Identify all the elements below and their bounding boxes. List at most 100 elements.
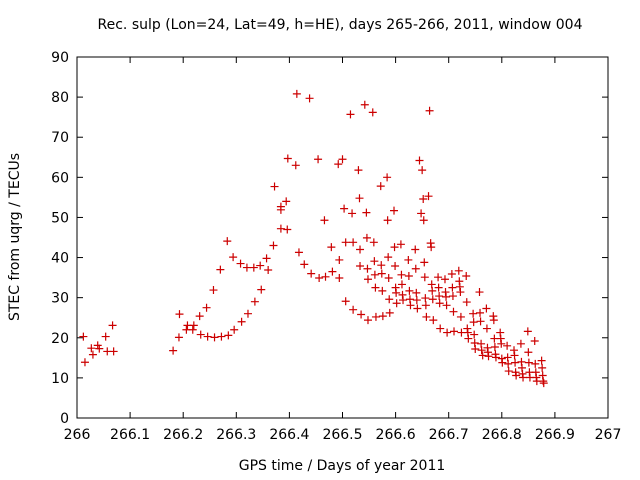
x-tick-label: 266.6 [376, 427, 416, 443]
data-point [229, 253, 238, 262]
data-point [538, 363, 547, 372]
data-point [447, 270, 456, 279]
data-point [469, 318, 478, 327]
data-point [270, 182, 279, 191]
data-point [425, 106, 434, 115]
data-point [320, 216, 329, 225]
y-tick-label: 70 [51, 130, 69, 146]
chart-title: Rec. sulp (Lon=24, Lat=49, h=HE), days 2… [98, 17, 583, 33]
data-point [307, 269, 316, 278]
data-point [516, 339, 525, 348]
data-point [413, 304, 422, 313]
x-tick-label: 266.7 [429, 427, 469, 443]
y-axis-label: STEC from uqrg / TECUs [7, 153, 23, 321]
data-point [436, 324, 445, 333]
data-point [448, 283, 457, 292]
data-point [363, 275, 372, 284]
x-tick-label: 267 [595, 427, 622, 443]
data-point [427, 243, 436, 252]
data-point [335, 274, 344, 283]
data-point [249, 263, 258, 272]
data-point [418, 166, 427, 175]
data-point [175, 310, 184, 319]
data-point [397, 280, 406, 289]
data-point [420, 273, 429, 282]
data-point [169, 346, 178, 355]
data-point [450, 327, 459, 336]
data-point [511, 358, 520, 367]
data-point [188, 325, 197, 334]
data-point [411, 245, 420, 254]
x-tick-label: 266.3 [216, 427, 256, 443]
data-point [378, 312, 387, 321]
data-point [428, 295, 437, 304]
data-point [421, 294, 430, 303]
data-point [475, 288, 484, 297]
data-point [334, 160, 343, 169]
data-point [411, 264, 420, 273]
data-point [327, 243, 336, 252]
data-point [385, 295, 394, 304]
data-point [109, 347, 118, 356]
data-point [482, 304, 491, 313]
x-axis-label: GPS time / Days of year 2011 [239, 458, 446, 474]
data-point [305, 94, 314, 103]
data-point [346, 110, 355, 119]
data-point [449, 307, 458, 316]
data-point [377, 269, 386, 278]
data-point [360, 100, 369, 109]
data-point [340, 204, 349, 213]
data-point [434, 273, 443, 282]
data-point [216, 265, 225, 274]
y-axis: 0 10 20 30 40 50 60 70 80 90 [51, 50, 608, 427]
data-point [243, 309, 252, 318]
data-point [209, 286, 218, 295]
data-point [385, 308, 394, 317]
data-point [489, 316, 498, 325]
data-point [478, 351, 487, 360]
data-point [435, 292, 444, 301]
data-point [491, 353, 500, 362]
data-point [341, 238, 350, 247]
data-point [315, 274, 324, 283]
data-point [294, 248, 303, 257]
data-point [354, 166, 363, 175]
data-point [291, 161, 300, 170]
data-point [404, 272, 413, 281]
data-point [88, 350, 97, 359]
data-point [404, 255, 413, 264]
data-point [537, 356, 546, 365]
data-point [412, 296, 421, 305]
data-point [390, 243, 399, 252]
x-tick-label: 266.5 [322, 427, 362, 443]
x-axis: 266 266.1 266.2 266.3 266.4 266.5 266.6 266.7 26… [64, 57, 622, 443]
data-point [282, 197, 291, 206]
data-point [230, 325, 239, 334]
y-tick-label: 0 [60, 411, 69, 427]
data-point [510, 351, 519, 360]
data-point [383, 216, 392, 225]
data-point [368, 108, 377, 117]
data-point [415, 156, 424, 165]
data-point [101, 332, 110, 341]
data-point [539, 379, 548, 388]
x-tick-label: 266 [64, 427, 91, 443]
data-point [341, 297, 350, 306]
data-point [378, 286, 387, 295]
y-tick-label: 90 [51, 50, 69, 66]
data-point [237, 317, 246, 326]
data-point [440, 275, 449, 284]
data-point [371, 312, 380, 321]
data-point [417, 209, 426, 218]
x-tick-label: 266.8 [482, 427, 522, 443]
data-point [498, 358, 507, 367]
data-point [210, 333, 219, 342]
y-tick-label: 60 [51, 170, 69, 186]
data-point [429, 316, 438, 325]
data-point [196, 330, 205, 339]
data-point [422, 312, 431, 321]
data-point [484, 352, 493, 361]
data-point [464, 334, 473, 343]
data-point [362, 233, 371, 242]
